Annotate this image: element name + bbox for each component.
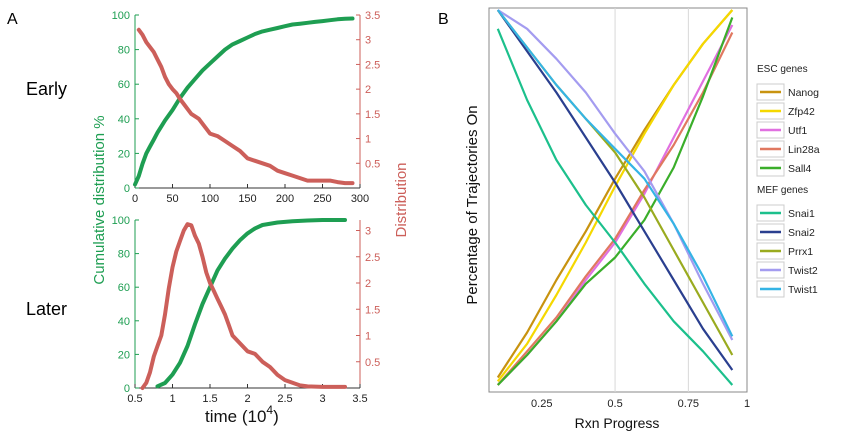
- right-tick-label: 0.5: [365, 158, 380, 170]
- legend-item-twist1: Twist1: [788, 284, 818, 296]
- x-tick-label: 0.5: [607, 398, 622, 410]
- distribution-series-line: [140, 222, 347, 390]
- later-row-label: Later: [26, 299, 67, 319]
- trajectory-axis-title: Percentage of Trajectories On: [464, 105, 481, 304]
- right-tick-label: 1: [365, 134, 371, 146]
- cumulative-series-line: [155, 218, 347, 389]
- legend-item-nanog: Nanog: [788, 87, 819, 99]
- left-tick-label: 0: [124, 383, 130, 395]
- series-line-sall4: [497, 17, 734, 386]
- rxn-progress-axis-title: Rxn Progress: [575, 415, 660, 431]
- right-tick-label: 2.5: [365, 59, 380, 71]
- x-tick-label: 300: [351, 193, 369, 205]
- right-tick-label: 2: [365, 84, 371, 96]
- left-tick-label: 0: [124, 183, 130, 195]
- early-chart: 0 50 100 150 200 250 300 0 20 40 60 80 100 0.5 1 1.5 2 2.…: [112, 10, 381, 205]
- right-tick-label: 1.5: [365, 304, 380, 316]
- left-tick-label: 100: [112, 10, 130, 22]
- x-tick-label: 2.5: [277, 393, 292, 405]
- series-line-twist1: [496, 9, 734, 337]
- x-tick-label: 1: [169, 393, 175, 405]
- legend-item-snai1: Snai1: [788, 208, 815, 220]
- right-tick-label: 3: [365, 35, 371, 47]
- x-tick-label: 3.5: [352, 393, 367, 405]
- x-tick-label: 3: [319, 393, 325, 405]
- series-line-lin28a: [496, 32, 734, 386]
- trajectory-chart: 0.25 0.5 0.75 1: [488, 7, 750, 410]
- legend-item-snai2: Snai2: [788, 227, 815, 239]
- right-tick-label: 1: [365, 331, 371, 343]
- right-tick-label: 2.5: [365, 252, 380, 264]
- legend-item-twist2: Twist2: [788, 265, 818, 277]
- distribution-axis-title: Distribution: [393, 162, 410, 237]
- legend-group-title: MEF genes: [757, 185, 808, 196]
- x-tick-label: 1: [744, 398, 750, 410]
- series-line-zfp42: [496, 9, 734, 382]
- left-tick-label: 20: [118, 349, 130, 361]
- left-tick-label: 40: [118, 316, 130, 328]
- x-tick-label: 150: [238, 193, 256, 205]
- left-tick-label: 80: [118, 45, 130, 57]
- distribution-series-line: [136, 27, 355, 186]
- cumulative-series-line: [133, 16, 355, 187]
- early-row-label: Early: [26, 79, 67, 99]
- left-tick-label: 40: [118, 114, 130, 126]
- right-tick-label: 2: [365, 278, 371, 290]
- legend-group-title: ESC genes: [757, 64, 808, 75]
- panel-label-b: B: [438, 11, 449, 28]
- right-tick-label: 1.5: [365, 109, 380, 121]
- x-tick-label: 100: [201, 193, 219, 205]
- x-tick-label: 1.5: [202, 393, 217, 405]
- x-tick-label: 0: [132, 193, 138, 205]
- right-tick-label: 3.5: [365, 10, 380, 22]
- left-tick-label: 20: [118, 148, 130, 160]
- panel-label-a: A: [7, 11, 18, 28]
- left-tick-label: 60: [118, 282, 130, 294]
- legend-item-zfp42: Zfp42: [788, 106, 815, 118]
- x-tick-label: 0.5: [127, 393, 142, 405]
- x-tick-label: 2: [244, 393, 250, 405]
- x-tick-label: 250: [313, 193, 331, 205]
- left-tick-label: 60: [118, 79, 130, 91]
- x-tick-label: 50: [166, 193, 178, 205]
- series-line-snai1: [496, 28, 734, 386]
- plot-frame: [488, 7, 748, 393]
- later-chart: 0.5 1 1.5 2 2.5 3 3.5 0 20 40 60 80 100 0.5 1 1.5 2 2.5 3: [112, 215, 381, 405]
- legend-item-sall4: Sall4: [788, 163, 812, 175]
- right-tick-label: 3: [365, 226, 371, 238]
- x-tick-label: 200: [276, 193, 294, 205]
- cumulative-axis-title: Cumulative distribution %: [91, 115, 108, 284]
- legend-item-utf1: Utf1: [788, 125, 807, 137]
- series-line-snai2: [496, 9, 734, 371]
- right-tick-label: 0.5: [365, 357, 380, 369]
- legend: ESC genes Nanog Zfp42 Utf1 Lin28a Sall4 MEF ge…: [756, 64, 820, 298]
- legend-item-lin28a: Lin28a: [788, 144, 820, 156]
- time-axis-title: time (104): [205, 403, 279, 426]
- series-line-twist2: [497, 9, 734, 341]
- x-tick-label: 0.25: [531, 398, 552, 410]
- legend-item-prrx1: Prrx1: [788, 246, 813, 258]
- left-tick-label: 80: [118, 249, 130, 261]
- left-tick-label: 100: [112, 215, 130, 227]
- x-tick-label: 0.75: [678, 398, 699, 410]
